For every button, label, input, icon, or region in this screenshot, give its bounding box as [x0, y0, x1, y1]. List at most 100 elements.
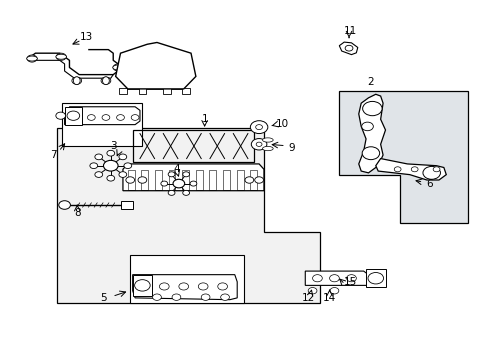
Circle shape: [103, 160, 118, 171]
Circle shape: [134, 280, 150, 291]
Circle shape: [393, 167, 400, 172]
Circle shape: [102, 114, 110, 120]
Bar: [130, 255, 244, 303]
Text: 15: 15: [343, 277, 356, 287]
Circle shape: [254, 177, 263, 183]
Bar: [168, 170, 175, 190]
Circle shape: [312, 275, 322, 282]
Text: 10: 10: [275, 118, 288, 129]
Circle shape: [172, 294, 181, 300]
Ellipse shape: [27, 56, 37, 61]
Ellipse shape: [262, 138, 273, 142]
Polygon shape: [375, 158, 446, 180]
Circle shape: [159, 283, 169, 290]
Bar: [127, 170, 134, 190]
Text: 2: 2: [367, 77, 373, 87]
Circle shape: [107, 175, 115, 181]
Ellipse shape: [73, 77, 80, 85]
Circle shape: [56, 53, 66, 60]
Circle shape: [116, 114, 124, 120]
Circle shape: [107, 150, 115, 156]
Circle shape: [95, 172, 102, 177]
Circle shape: [183, 172, 189, 177]
Circle shape: [362, 102, 381, 116]
Circle shape: [244, 177, 253, 183]
Bar: [236, 170, 243, 190]
Circle shape: [410, 167, 417, 172]
Circle shape: [152, 294, 161, 300]
Circle shape: [168, 190, 175, 195]
Circle shape: [250, 121, 267, 134]
Text: 13: 13: [80, 32, 93, 42]
Circle shape: [361, 122, 372, 131]
Circle shape: [125, 177, 134, 183]
Circle shape: [256, 142, 262, 147]
Circle shape: [173, 179, 184, 188]
Ellipse shape: [113, 65, 123, 70]
Circle shape: [251, 139, 266, 150]
Circle shape: [183, 190, 189, 195]
Circle shape: [307, 288, 316, 294]
Ellipse shape: [102, 77, 109, 85]
Circle shape: [138, 177, 146, 183]
Circle shape: [95, 154, 102, 160]
Circle shape: [56, 112, 65, 119]
Bar: [182, 170, 189, 190]
Text: 9: 9: [288, 143, 295, 153]
Circle shape: [131, 114, 139, 120]
Text: 14: 14: [322, 293, 336, 303]
Circle shape: [201, 294, 209, 300]
Polygon shape: [132, 275, 237, 300]
Bar: [196, 170, 202, 190]
Polygon shape: [305, 271, 368, 285]
Bar: [155, 170, 162, 190]
Circle shape: [432, 167, 439, 172]
Circle shape: [119, 154, 126, 160]
Circle shape: [119, 172, 126, 177]
Bar: [163, 88, 170, 94]
Text: 11: 11: [343, 26, 356, 36]
Circle shape: [329, 275, 339, 282]
Circle shape: [217, 283, 227, 290]
Text: 1: 1: [201, 113, 207, 123]
Circle shape: [220, 294, 229, 300]
Bar: [141, 170, 148, 190]
Circle shape: [27, 55, 37, 62]
Circle shape: [168, 172, 175, 177]
Bar: [223, 170, 229, 190]
Circle shape: [59, 201, 70, 209]
Bar: [182, 88, 190, 94]
Bar: [64, 107, 81, 125]
Text: 7: 7: [50, 150, 57, 160]
Circle shape: [161, 181, 167, 186]
Circle shape: [190, 181, 197, 186]
Polygon shape: [57, 128, 319, 303]
Text: 12: 12: [301, 293, 314, 303]
Circle shape: [113, 64, 122, 71]
Polygon shape: [358, 94, 385, 173]
Circle shape: [198, 283, 207, 290]
Ellipse shape: [262, 147, 273, 151]
Text: 6: 6: [425, 179, 432, 189]
Circle shape: [123, 163, 131, 168]
Text: 4: 4: [173, 163, 180, 174]
Polygon shape: [339, 42, 357, 55]
Polygon shape: [64, 107, 140, 125]
Circle shape: [345, 45, 352, 51]
Ellipse shape: [56, 54, 66, 59]
Circle shape: [90, 163, 98, 168]
Circle shape: [367, 273, 383, 284]
Polygon shape: [116, 42, 196, 89]
Bar: [62, 103, 142, 146]
Bar: [119, 88, 126, 94]
Bar: [209, 170, 216, 190]
Circle shape: [362, 147, 379, 159]
Bar: [138, 88, 146, 94]
Polygon shape: [339, 91, 467, 223]
Circle shape: [329, 288, 338, 294]
Circle shape: [255, 125, 262, 130]
Text: 8: 8: [74, 208, 81, 218]
Circle shape: [101, 77, 111, 84]
Bar: [132, 275, 152, 296]
Circle shape: [346, 275, 356, 282]
